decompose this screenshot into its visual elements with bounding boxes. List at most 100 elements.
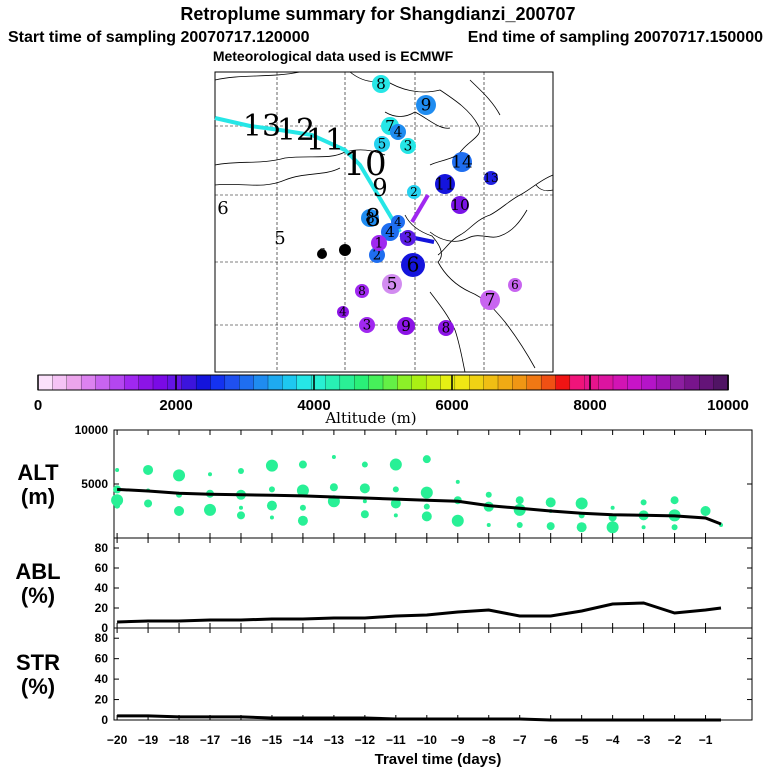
cluster-marker-dot [372,75,390,93]
cluster-marker: 8 [372,75,390,93]
x-tick-label: −8 [482,733,496,747]
cluster-marker-dot [355,284,369,298]
altitude-point [359,483,370,494]
track-time-label: 6 [217,198,228,219]
cluster-marker: 8 [438,320,454,336]
cluster-marker: 6 [317,246,327,260]
cluster-marker-label: 6 [318,246,326,260]
figure-title: Retroplume summary for Shangdianzi_20070… [180,4,575,24]
cluster-marker-dot [317,249,327,259]
met-data-label: Meteorological data used is ECMWF [213,48,454,64]
altitude-point [113,485,122,494]
altitude-point [421,511,432,522]
cluster-marker-label: 9 [421,96,432,116]
x-tick-label: −13 [324,733,345,747]
colorbar-swatch [411,374,427,391]
altitude-point [298,460,307,469]
colorbar-swatch [368,374,384,391]
track-time-label: 10 [343,144,386,184]
y-tick-label: 10000 [75,423,109,437]
colorbar-swatch [181,374,197,391]
colorbar-swatch [253,374,269,391]
colorbar-swatch [526,374,542,391]
colorbar-tick-label: 8000 [573,397,606,414]
colorbar-swatch [655,374,672,391]
cluster-marker: 13 [483,171,499,185]
y-tick-label: 0 [101,713,108,727]
x-tick-label: −1 [699,733,713,747]
colorbar-swatch [224,374,241,391]
y-tick-label: 40 [95,581,109,595]
x-tick-label: −7 [513,733,527,747]
cluster-marker: 11 [434,174,456,195]
colorbar-swatch [397,374,413,391]
y-tick-label: 20 [95,601,109,615]
cluster-marker: 8 [355,284,369,298]
cluster-marker-label: 2 [410,185,418,199]
colorbar-label: Altitude (m) [324,409,416,427]
y-tick-label: 20 [95,693,109,707]
cluster-marker-dot [451,196,469,214]
x-axis-label: Travel time (days) [375,751,502,768]
cluster-marker-label: 5 [378,136,387,152]
colorbar-swatch [152,374,169,391]
cluster-marker-label: 8 [442,320,451,336]
altitude-point [115,467,120,472]
colorbar-swatch [512,374,528,391]
altitude-point [144,499,153,508]
colorbar-swatch [440,374,456,391]
altitude-point [516,522,523,529]
altitude-point [296,484,309,497]
cluster-marker-dot [480,290,500,310]
cluster-marker-dot [416,95,436,115]
cluster-marker-label: 8 [365,209,375,227]
altitude-point [269,515,274,520]
cluster-marker-dot [371,235,387,251]
colorbar-swatch [325,374,341,391]
altitude-point [361,461,368,468]
altitude-point [393,513,398,518]
altitude-point [610,505,615,510]
altitude-point [111,494,124,507]
altitude-point [237,468,244,475]
altitude-point [143,464,154,475]
colorbar-tick-label: 0 [34,397,42,414]
cluster-marker-dot [400,138,416,154]
colorbar-swatch [454,374,471,391]
cluster-marker-label: 9 [401,317,411,335]
colorbar-swatch [124,374,140,391]
series-line [117,714,721,722]
altitude-point [545,497,556,508]
cluster-marker: 8 [361,209,379,227]
cluster-marker: 5 [339,242,351,256]
cluster-marker-dot [400,230,416,246]
x-tick-label: −2 [668,733,682,747]
cluster-marker: 1 [371,235,387,251]
cluster-marker: 6 [401,253,425,277]
colorbar-swatch [109,374,126,391]
panel-frame [113,627,753,721]
altitude-point [576,522,587,533]
y-tick-label: 80 [95,541,109,555]
series-line [117,487,722,526]
y-tick-label: 60 [95,652,109,666]
altitude-point [265,459,278,472]
panel-label-name: STR [16,650,60,675]
x-tick-label: −6 [544,733,558,747]
x-tick-label: −5 [575,733,589,747]
y-tick-label: 60 [95,561,109,575]
altitude-point [266,500,277,511]
cluster-marker-dot [484,171,498,185]
cluster-marker: 3 [400,230,416,246]
colorbar-swatch [555,374,571,391]
x-tick-labels: −20 −19 −18 −17 −16 −15 −14 −13 −12 −11 −10 −9 −8 −7 −… [107,733,713,747]
cluster-marker: 5 [374,136,390,152]
colorbar-swatch [713,374,729,391]
cluster-marker-label: 13 [483,171,498,185]
panel-label-name: ALT [17,460,59,485]
track-time-label: 8 [365,204,380,232]
x-tick-label: −11 [386,733,406,747]
altitude-colorbar: 0 2000 4000 6000 8000 10000 Altitude (m) [34,374,749,427]
cluster-marker-dot [382,274,402,294]
colorbar-tick-label: 6000 [435,397,468,414]
